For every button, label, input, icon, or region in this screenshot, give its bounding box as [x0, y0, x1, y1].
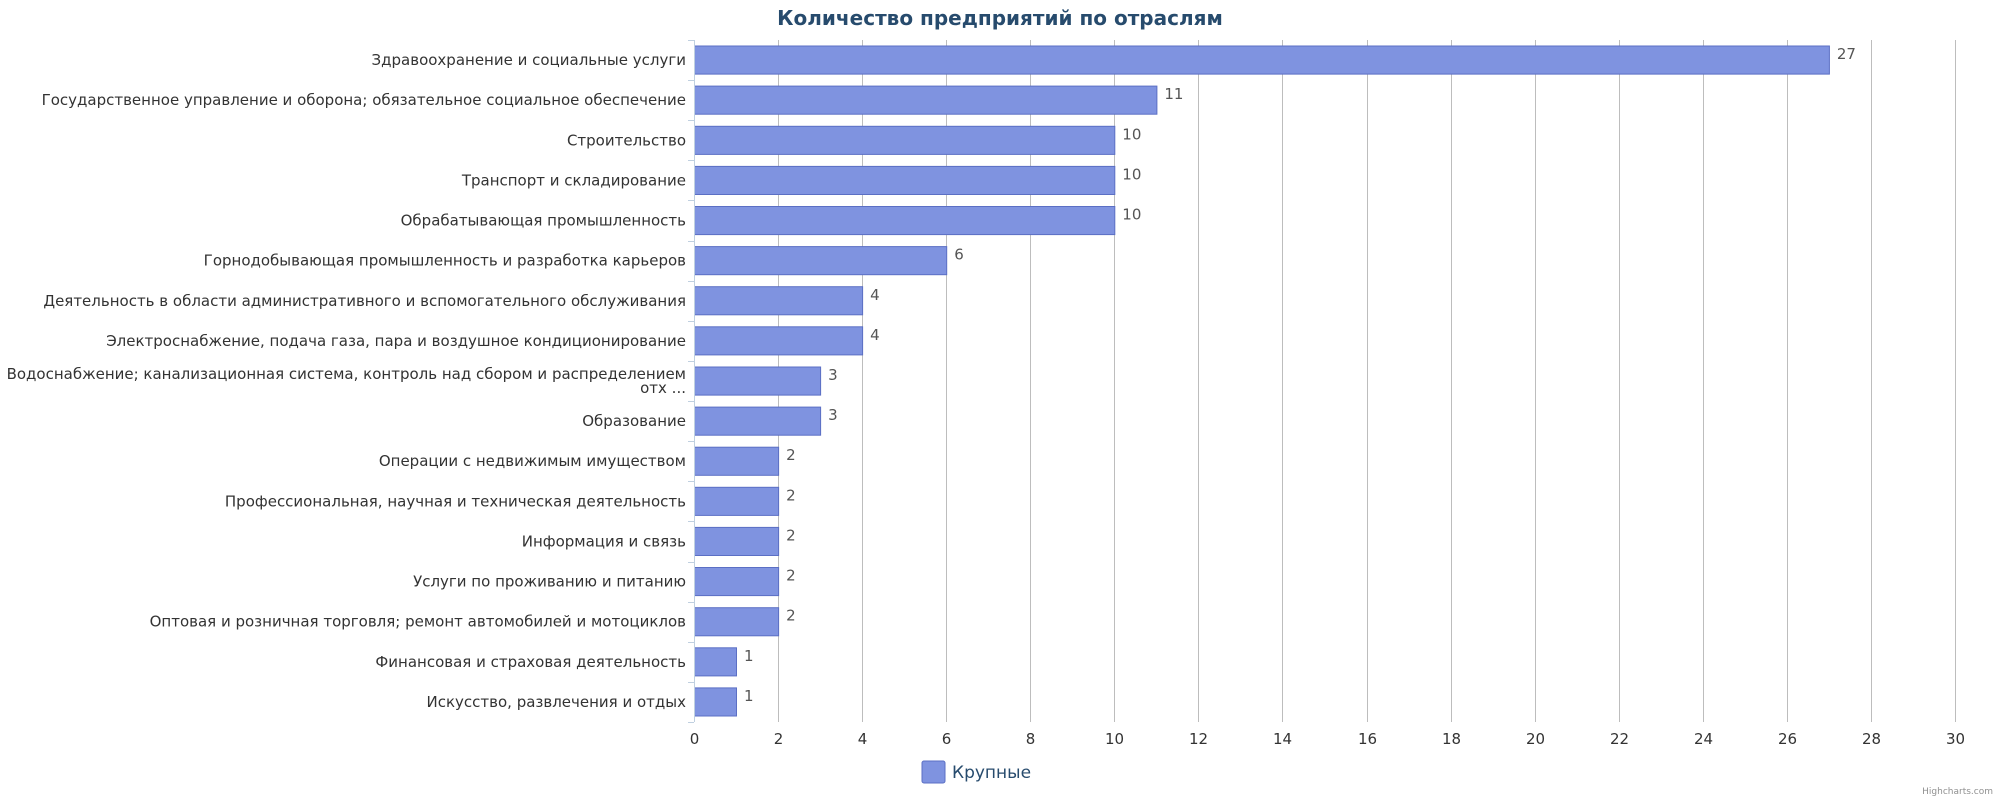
legend-swatch[interactable] — [921, 760, 946, 784]
category-label: Деятельность в области административного… — [43, 292, 686, 310]
category-label: Обрабатывающая промышленность — [401, 212, 686, 230]
x-tick-label: 24 — [1694, 730, 1713, 748]
data-label: 4 — [870, 286, 880, 304]
data-label: 1 — [744, 687, 754, 705]
x-tick-label: 2 — [774, 730, 784, 748]
data-label: 4 — [870, 326, 880, 344]
bar — [694, 45, 1830, 75]
bar — [694, 647, 737, 677]
category-label: Профессиональная, научная и техническая … — [225, 492, 686, 510]
bar — [694, 446, 780, 476]
x-tick-label: 22 — [1610, 730, 1629, 748]
data-label: 2 — [786, 486, 796, 504]
category-label: Финансовая и страховая деятельность — [375, 653, 686, 671]
x-tick-label: 14 — [1273, 730, 1292, 748]
grid-lines — [778, 40, 1956, 722]
category-label: Строительство — [567, 131, 686, 149]
chart-title: Количество предприятий по отраслям — [777, 6, 1223, 30]
x-tick-label: 6 — [942, 730, 952, 748]
axes: 0 2 4 6 8 10 12 14 16 18 20 22 24 26 28 30Здравоохранен… — [7, 40, 1965, 748]
data-label: 10 — [1122, 165, 1141, 183]
category-label: отх ... — [640, 379, 686, 397]
x-tick-label: 26 — [1778, 730, 1797, 748]
bar — [694, 286, 864, 316]
legend[interactable]: Крупные — [921, 760, 1031, 784]
data-label: 2 — [786, 527, 796, 545]
data-label: 2 — [786, 446, 796, 464]
bar — [694, 85, 1158, 115]
x-tick-label: 0 — [690, 730, 700, 748]
bar — [694, 486, 780, 516]
bar — [694, 165, 1116, 195]
bar — [694, 526, 780, 557]
bar — [694, 607, 780, 637]
category-label: Операции с недвижимым имуществом — [379, 452, 686, 470]
category-label: Информация и связь — [522, 533, 686, 551]
bar — [694, 366, 822, 396]
category-label: Государственное управление и оборона; об… — [42, 91, 686, 109]
data-label: 1 — [744, 647, 754, 665]
legend-label[interactable]: Крупные — [952, 763, 1031, 783]
category-label: Горнодобывающая промышленность и разрабо… — [204, 252, 686, 270]
x-tick-label: 8 — [1026, 730, 1036, 748]
bar — [694, 567, 780, 597]
x-tick-label: 16 — [1358, 730, 1377, 748]
data-label: 27 — [1837, 45, 1856, 63]
category-label: Электроснабжение, подача газа, пара и во… — [106, 332, 686, 350]
data-label: 10 — [1122, 125, 1141, 143]
category-label: Транспорт и складирование — [461, 171, 686, 189]
bar — [694, 406, 822, 436]
bar — [694, 326, 864, 356]
x-tick-label: 20 — [1526, 730, 1545, 748]
data-label: 10 — [1122, 206, 1141, 224]
x-tick-label: 30 — [1946, 730, 1965, 748]
x-tick-label: 18 — [1442, 730, 1461, 748]
credits-link[interactable]: Highcharts.com — [1922, 787, 1993, 797]
x-tick-label: 12 — [1189, 730, 1208, 748]
category-label: Здравоохранение и социальные услуги — [372, 51, 686, 69]
x-tick-label: 28 — [1862, 730, 1881, 748]
data-label: 3 — [828, 366, 838, 384]
bar — [694, 206, 1116, 236]
category-label: Услуги по проживанию и питанию — [413, 573, 686, 591]
x-tick-label: 4 — [858, 730, 868, 748]
data-label: 2 — [786, 567, 796, 585]
bar — [694, 125, 1116, 155]
category-label: Водоснабжение; канализационная система, … — [7, 365, 686, 383]
bar — [694, 246, 948, 276]
category-label: Искусство, развлечения и отдых — [427, 693, 687, 711]
category-label: Оптовая и розничная торговля; ремонт авт… — [150, 613, 686, 631]
category-label: Образование — [582, 412, 686, 430]
data-label: 6 — [954, 246, 964, 264]
bar — [694, 687, 737, 717]
data-label: 11 — [1164, 85, 1183, 103]
x-tick-label: 10 — [1105, 730, 1124, 748]
data-label: 2 — [786, 607, 796, 625]
data-label: 3 — [828, 406, 838, 424]
